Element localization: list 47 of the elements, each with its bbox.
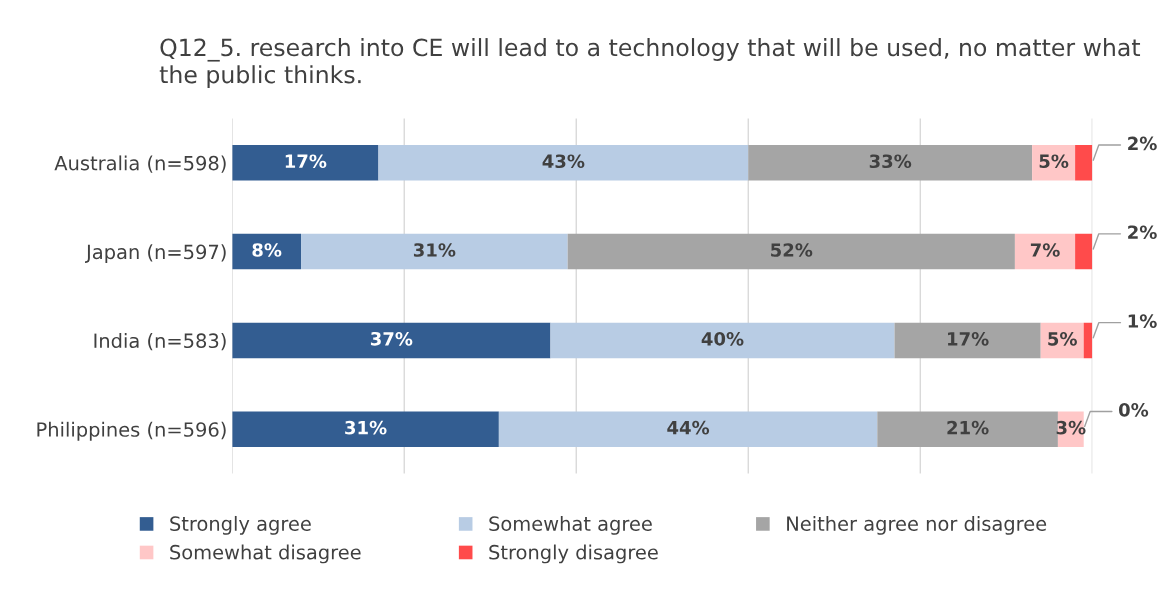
bar xyxy=(550,322,895,359)
bar xyxy=(232,322,551,359)
data-label: 52% xyxy=(771,243,813,257)
data-label: 21% xyxy=(947,420,989,435)
data-label: 17% xyxy=(285,154,327,169)
bar xyxy=(1014,233,1076,270)
legend-label: Neither agree nor disagree xyxy=(787,515,1047,535)
data-label: 8% xyxy=(252,243,282,257)
bar xyxy=(748,145,1033,181)
bar xyxy=(567,233,1015,270)
data-label: 0% xyxy=(1118,403,1149,417)
bar xyxy=(1083,322,1093,359)
data-label: 7% xyxy=(1030,243,1060,257)
data-label: 37% xyxy=(370,331,413,346)
bar xyxy=(877,411,1058,447)
data-label: 2% xyxy=(1128,225,1157,240)
data-label: 1% xyxy=(1128,314,1157,328)
bar xyxy=(232,411,499,447)
legend-label: Strongly disagree xyxy=(489,544,658,564)
data-label: 5% xyxy=(1039,154,1069,169)
data-label: 43% xyxy=(542,154,585,169)
data-label: 44% xyxy=(667,420,710,435)
bar xyxy=(378,145,749,181)
bar xyxy=(1032,145,1076,181)
data-label: 3% xyxy=(1056,420,1086,435)
bar xyxy=(232,233,302,270)
chart-title: Q12_5. research into CE will lead to a technology that will be used, no matter what the public thinks. xyxy=(159,38,1141,89)
data-label: 40% xyxy=(701,331,744,346)
data-label: 31% xyxy=(413,243,456,257)
bar xyxy=(232,145,379,181)
data-label: 2% xyxy=(1128,136,1157,151)
bar xyxy=(498,411,878,447)
data-label: 31% xyxy=(345,420,387,435)
data-label: 33% xyxy=(869,154,912,169)
legend-label: Strongly agree xyxy=(170,515,311,535)
bar xyxy=(1075,145,1093,181)
y-tick-label: Australia (n=598) xyxy=(54,155,226,173)
data-label: 17% xyxy=(948,331,989,346)
bar xyxy=(301,233,568,270)
y-tick-label: India (n=583) xyxy=(94,333,226,351)
data-label: 5% xyxy=(1048,331,1077,346)
legend-label: Somewhat disagree xyxy=(170,544,361,564)
bar xyxy=(1075,233,1093,270)
bar xyxy=(894,322,1041,359)
y-tick-label: Japan (n=597) xyxy=(85,244,226,264)
legend-label: Somewhat agree xyxy=(489,515,652,535)
y-tick-label: Philippines (n=596) xyxy=(37,421,226,441)
